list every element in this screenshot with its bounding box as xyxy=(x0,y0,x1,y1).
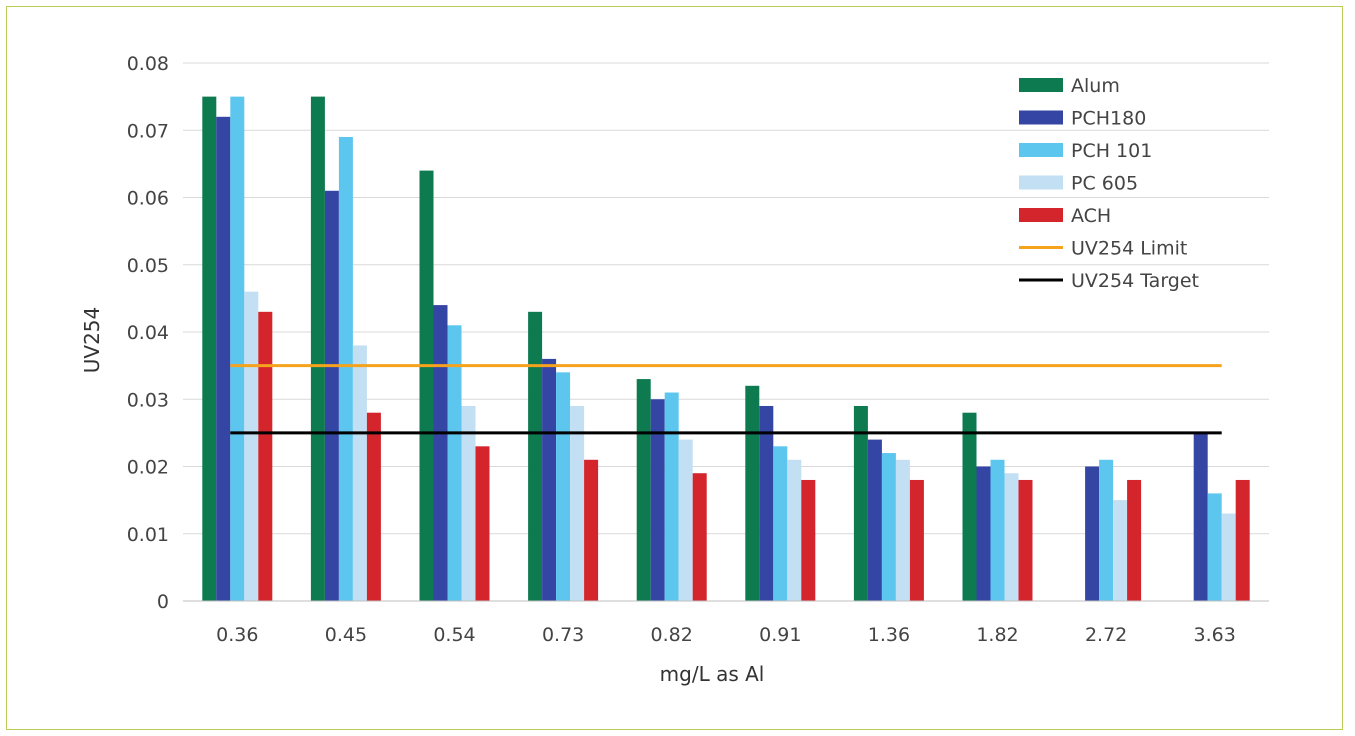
x-axis-title: mg/L as Al xyxy=(660,662,765,686)
legend-label: UV254 Target xyxy=(1071,270,1199,292)
bar-ach xyxy=(1235,479,1250,601)
bar-ach xyxy=(1018,479,1033,601)
legend-label: ACH xyxy=(1071,205,1111,227)
y-tick-label: 0.08 xyxy=(127,53,169,75)
bar-pc-605 xyxy=(570,405,585,601)
bar-pch-101 xyxy=(338,136,353,601)
bar-pch-101 xyxy=(230,96,245,601)
y-tick-label: 0.05 xyxy=(127,255,169,277)
chart-frame: 0.08 0.07 0.06 0.05 0.04 0.03 0.02 0.01 0 0.36 0.… xyxy=(6,6,1343,730)
bar-pc-605 xyxy=(678,439,693,601)
bar-alum xyxy=(962,412,977,601)
y-tick-label: 0.04 xyxy=(127,322,169,344)
x-tick-label: 0.82 xyxy=(651,624,693,646)
y-axis-title: UV254 xyxy=(80,307,104,374)
bar-alum xyxy=(310,96,325,601)
bar-ach xyxy=(692,473,707,601)
legend-swatch-ach xyxy=(1019,208,1063,222)
bar-pch180 xyxy=(759,405,774,601)
legend: Alum PCH180 PCH 101 PC 605 ACH UV254 Limit UV2… xyxy=(1019,75,1199,292)
bar-alum xyxy=(853,405,868,601)
uv254-bar-chart: 0.080.070.060.050.040.030.020.010 0.36 0.… xyxy=(80,53,1269,686)
legend-label: Alum xyxy=(1071,75,1120,97)
reference-lines xyxy=(230,364,1222,435)
bar-pc-605 xyxy=(1113,500,1128,601)
x-tick-label: 1.82 xyxy=(976,624,1018,646)
legend-label: PCH180 xyxy=(1071,108,1146,130)
bar-pc-605 xyxy=(1004,473,1019,601)
bar-pc-605 xyxy=(244,291,259,601)
bar-pch180 xyxy=(216,116,231,602)
bar-pch180 xyxy=(433,305,448,601)
bars xyxy=(202,96,1250,602)
bar-ach xyxy=(584,459,599,601)
bar-pch180 xyxy=(542,358,557,601)
x-tick-label: 0.54 xyxy=(433,624,475,646)
bar-pch-101 xyxy=(773,446,788,601)
bar-pch-101 xyxy=(1207,493,1222,601)
x-tick-label: 0.36 xyxy=(216,624,258,646)
legend-label: PC 605 xyxy=(1071,173,1138,195)
bar-alum xyxy=(528,311,543,601)
y-tick-label: 0 xyxy=(157,591,169,613)
x-tick-label: 1.36 xyxy=(868,624,910,646)
x-tick-label: 0.73 xyxy=(542,624,584,646)
bar-alum xyxy=(636,379,651,601)
bar-pch-101 xyxy=(556,372,571,601)
bar-pch-101 xyxy=(881,453,896,601)
bar-pch180 xyxy=(650,399,665,601)
legend-label: PCH 101 xyxy=(1071,140,1152,162)
bar-pch180 xyxy=(976,466,991,601)
bar-pch-101 xyxy=(664,392,679,601)
bar-pc-605 xyxy=(352,345,367,601)
x-tick-label: 3.63 xyxy=(1194,624,1236,646)
x-tick-label: 0.45 xyxy=(325,624,367,646)
bar-ach xyxy=(801,479,816,601)
x-axis-ticks: 0.36 0.45 0.54 0.73 0.82 0.91 1.36 1.82 2.72 3.63 xyxy=(216,624,1236,646)
bar-pc-605 xyxy=(461,405,476,601)
y-tick-label: 0.06 xyxy=(127,188,169,210)
bar-ach xyxy=(1127,479,1142,601)
y-axis-ticks: 0.08 0.07 0.06 0.05 0.04 0.03 0.02 0.01 0 xyxy=(127,53,169,613)
bar-ach xyxy=(475,446,490,601)
bar-pch-101 xyxy=(447,325,462,601)
bar-pch180 xyxy=(1085,466,1100,601)
bar-alum xyxy=(202,96,217,601)
x-tick-label: 0.91 xyxy=(759,624,801,646)
legend-swatch-pch-101 xyxy=(1019,143,1063,157)
bar-pch180 xyxy=(867,439,882,601)
bar-ach xyxy=(258,311,273,601)
bar-ach xyxy=(366,412,381,601)
legend-swatch-alum xyxy=(1019,78,1063,92)
bar-pc-605 xyxy=(1221,513,1236,601)
bar-pch180 xyxy=(1193,432,1208,601)
bar-alum xyxy=(745,385,760,601)
bar-ach xyxy=(909,479,924,601)
legend-swatch-pc-605 xyxy=(1019,175,1063,190)
legend-label: UV254 Limit xyxy=(1071,238,1187,260)
bar-pch-101 xyxy=(990,459,1005,601)
bar-pch-101 xyxy=(1099,459,1114,601)
x-tick-label: 2.72 xyxy=(1085,624,1127,646)
bar-alum xyxy=(419,170,434,601)
legend-swatch-pch180 xyxy=(1019,110,1063,125)
y-tick-label: 0.03 xyxy=(127,389,169,411)
y-tick-label: 0.07 xyxy=(127,120,169,142)
bar-pch180 xyxy=(324,190,339,601)
bar-pc-605 xyxy=(787,459,802,601)
y-tick-label: 0.01 xyxy=(127,524,169,546)
bar-pc-605 xyxy=(895,459,910,601)
y-tick-label: 0.02 xyxy=(127,457,169,479)
